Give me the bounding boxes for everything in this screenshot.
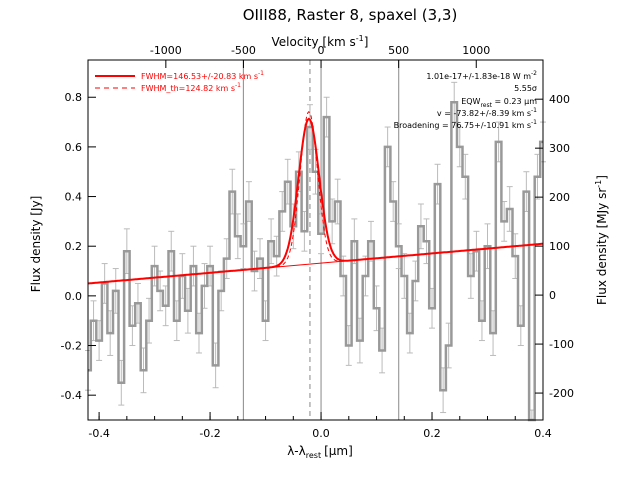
x2-tick-label: -1000: [150, 44, 182, 57]
x2-tick-label: -500: [231, 44, 256, 57]
plot-area: [85, 60, 546, 422]
y2-tick-label: 100: [549, 240, 570, 253]
y-tick-label: 0.0: [65, 290, 83, 303]
x2-tick-label: 0: [318, 44, 325, 57]
y-tick-label: 0.6: [65, 141, 83, 154]
bottom-axis-label: λ-λrest [μm]: [287, 444, 353, 460]
annotation-eqw: EQWrest = 0.23 μm: [461, 97, 537, 109]
y-tick-label: 0.2: [65, 240, 83, 253]
y2-tick-label: -200: [549, 387, 574, 400]
annotations: 1.01e-17+/-1.83e-18 W m-2 5.55σ EQWrest …: [394, 70, 538, 130]
y2-tick-label: 200: [549, 191, 570, 204]
x-tick-label: 0.0: [312, 427, 330, 440]
y-tick-label: 0.8: [65, 91, 83, 104]
left-axis-label: Flux density [Jy]: [29, 196, 43, 293]
x-tick-label: 0.2: [423, 427, 441, 440]
y2-tick-label: 0: [549, 289, 556, 302]
legend-entry-1: FWHM=146.53+/-20.83 km s-1: [141, 70, 264, 81]
y2-tick-label: -100: [549, 338, 574, 351]
data-series-steps: [88, 100, 543, 422]
gaussian-fit-thermal-line: [88, 110, 544, 284]
right-axis-label: Flux density [MJy sr-1]: [594, 175, 609, 305]
chart-title: OIII88, Raster 8, spaxel (3,3): [243, 6, 458, 24]
annotation-velocity: v = -73.82+/-8.39 km s-1: [437, 107, 537, 118]
annotation-flux: 1.01e-17+/-1.83e-18 W m-2: [426, 70, 537, 81]
x2-tick-label: 1000: [462, 44, 490, 57]
x-tick-label: 0.4: [534, 427, 552, 440]
x-tick-label: -0.4: [88, 427, 109, 440]
annotation-broadening: Broadening = 76.75+/-10.91 km s-1: [394, 119, 538, 130]
legend-entry-2: FWHM_th=124.82 km s-1: [141, 82, 241, 93]
x-tick-label: -0.2: [199, 427, 220, 440]
y-tick-label: 0.4: [65, 191, 83, 204]
legend: FWHM=146.53+/-20.83 km s-1 FWHM_th=124.8…: [95, 70, 264, 93]
axes: -0.4 -0.2 0.0 0.2 0.4-1000 -500 0 500 1000-0.4-0…: [61, 44, 574, 440]
y-tick-label: -0.4: [61, 389, 82, 402]
x2-tick-label: 500: [388, 44, 409, 57]
plot-frame: [87, 59, 544, 421]
top-axis-label: Velocity [km s-1]: [272, 34, 369, 49]
y-tick-label: -0.2: [61, 340, 82, 353]
annotation-sigma: 5.55σ: [514, 84, 537, 93]
y2-tick-label: 400: [549, 93, 570, 106]
y2-tick-label: 300: [549, 142, 570, 155]
